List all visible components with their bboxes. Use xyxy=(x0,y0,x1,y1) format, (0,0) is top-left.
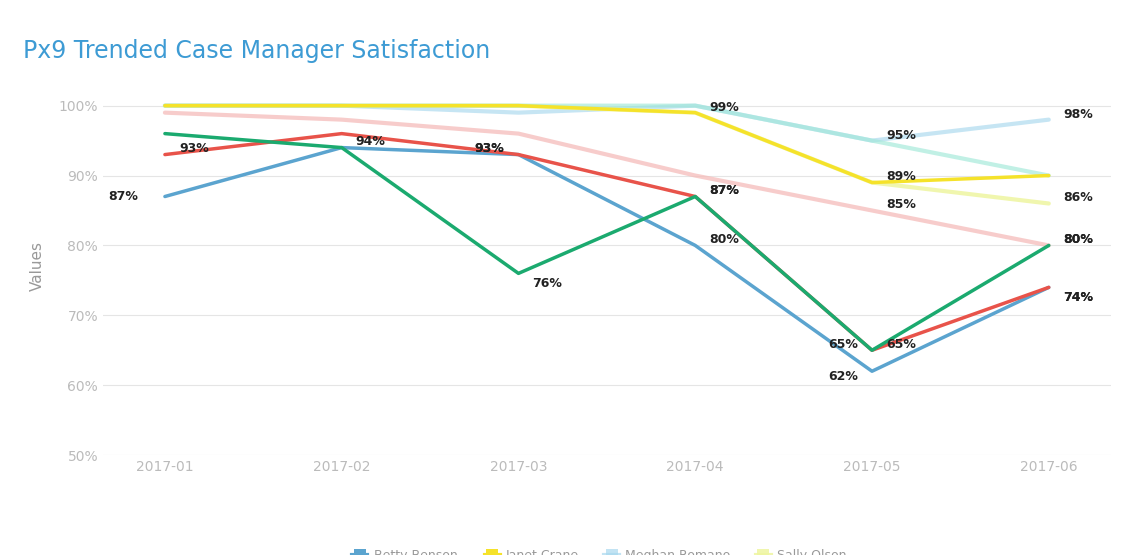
Text: 62%: 62% xyxy=(828,370,858,384)
Text: 89%: 89% xyxy=(886,170,916,184)
Text: 80%: 80% xyxy=(1063,233,1092,246)
Text: 76%: 76% xyxy=(532,278,562,290)
Text: 93%: 93% xyxy=(474,143,504,155)
Text: 65%: 65% xyxy=(828,338,858,351)
Text: 94%: 94% xyxy=(356,135,386,149)
Text: Px9 Trended Case Manager Satisfaction: Px9 Trended Case Manager Satisfaction xyxy=(23,39,490,63)
Legend: Betty Benson, Jake Ginsberg, Janet Crane, Mae Avery, Meghan Romano, Rachel Pryce: Betty Benson, Jake Ginsberg, Janet Crane… xyxy=(347,544,867,555)
Text: 93%: 93% xyxy=(474,143,504,155)
Text: 65%: 65% xyxy=(886,338,916,351)
Text: 87%: 87% xyxy=(710,184,740,198)
Y-axis label: Values: Values xyxy=(30,241,45,291)
Text: 74%: 74% xyxy=(1063,291,1093,304)
Text: 99%: 99% xyxy=(710,100,740,114)
Text: 80%: 80% xyxy=(710,233,740,246)
Text: 85%: 85% xyxy=(886,198,916,211)
Text: 93%: 93% xyxy=(179,143,208,155)
Text: 95%: 95% xyxy=(886,129,916,142)
Text: 74%: 74% xyxy=(1063,291,1093,304)
Text: 86%: 86% xyxy=(1063,191,1092,204)
Text: 87%: 87% xyxy=(109,190,139,203)
Text: 87%: 87% xyxy=(710,184,740,198)
Text: 98%: 98% xyxy=(1063,108,1092,120)
Text: 80%: 80% xyxy=(1063,233,1092,246)
